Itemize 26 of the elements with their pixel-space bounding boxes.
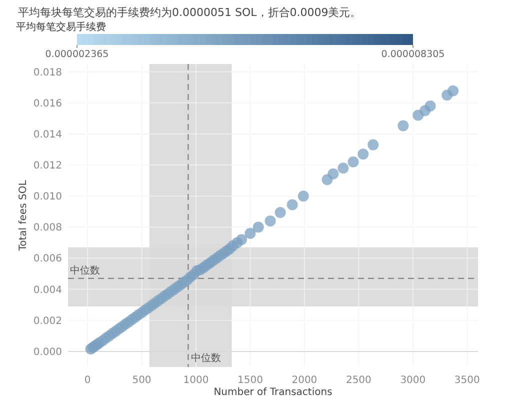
- y-tick-label: 0.018: [33, 67, 62, 78]
- y-tick-label: 0.000: [33, 346, 62, 358]
- x-axis-title: Number of Transactions: [214, 387, 332, 398]
- y-tick-label: 0.010: [33, 192, 62, 203]
- y-tick-label: 0.014: [33, 129, 62, 140]
- y-tick-label: 0.016: [33, 98, 62, 110]
- y-tick-label: 0.008: [33, 222, 62, 234]
- ref-line-label: 中位数: [191, 352, 222, 364]
- y-tick-label: 0.012: [33, 160, 62, 172]
- y-tick-label: 0.006: [33, 254, 62, 265]
- x-tick-label: 2500: [346, 375, 372, 386]
- color-bar-title: 平均每笔交易手续费: [16, 21, 106, 33]
- y-tick-label: 0.002: [33, 316, 62, 327]
- chart-subtitle: 平均每块每笔交易的手续费约为0.0000051 SOL，折合0.0009美元。: [18, 6, 362, 19]
- y-axis-title: Total fees SOL: [18, 180, 29, 252]
- y-tick-label: 0.004: [33, 284, 62, 296]
- ref-line-label: 中位数: [70, 264, 100, 276]
- x-tick-label: 0: [84, 375, 91, 386]
- x-tick-label: 1500: [237, 375, 263, 386]
- x-tick-label: 500: [132, 375, 152, 386]
- x-tick-label: 2000: [292, 375, 318, 386]
- color-bar-label: 0.000008305: [381, 49, 445, 60]
- x-tick-label: 3500: [454, 375, 480, 386]
- color-bar-label: 0.000002365: [45, 49, 109, 60]
- x-tick-label: 1000: [183, 375, 209, 386]
- x-tick-label: 3000: [400, 375, 426, 386]
